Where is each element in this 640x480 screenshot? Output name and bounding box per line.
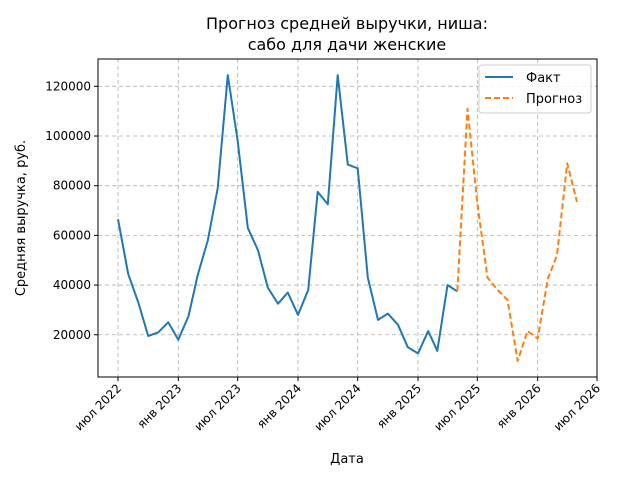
chart-subtitle: сабо для дачи женские bbox=[248, 35, 447, 54]
series-line-fact bbox=[117, 74, 458, 355]
series-layer bbox=[117, 74, 578, 362]
series-line-forecast bbox=[456, 107, 578, 362]
legend-label-fact: Факт bbox=[526, 71, 561, 86]
legend: Факт Прогноз bbox=[478, 64, 592, 114]
x-tick-label: июл 2025 bbox=[431, 381, 483, 433]
x-tick-label: июл 2026 bbox=[551, 381, 603, 433]
chart-title: Прогноз средней выручки, ниша: bbox=[206, 14, 488, 33]
x-axis-label: Дата bbox=[330, 452, 364, 467]
y-axis: 20000 40000 60000 80000 100000 120000 bbox=[45, 79, 98, 342]
y-axis-label: Средняя выручка, руб. bbox=[14, 140, 29, 296]
x-tick-label: июл 2024 bbox=[312, 381, 364, 433]
x-tick-label: июл 2023 bbox=[192, 381, 244, 433]
x-tick-label: янв 2026 bbox=[494, 381, 544, 431]
legend-label-forecast: Прогноз bbox=[526, 92, 582, 107]
x-axis: июл 2022 янв 2023 июл 2023 янв 2024 июл 2024… bbox=[72, 377, 603, 434]
y-tick-label: 60000 bbox=[53, 228, 91, 242]
plot-frame bbox=[97, 58, 598, 378]
x-tick-label: янв 2023 bbox=[135, 381, 185, 431]
x-tick-label: июл 2022 bbox=[72, 381, 124, 433]
x-tick-label: янв 2025 bbox=[374, 381, 424, 431]
y-tick-label: 80000 bbox=[53, 179, 91, 193]
y-tick-label: 100000 bbox=[45, 129, 91, 143]
y-tick-label: 20000 bbox=[53, 328, 91, 342]
y-tick-label: 40000 bbox=[53, 278, 91, 292]
y-tick-label: 120000 bbox=[45, 79, 91, 93]
x-tick-label: янв 2024 bbox=[254, 381, 304, 431]
